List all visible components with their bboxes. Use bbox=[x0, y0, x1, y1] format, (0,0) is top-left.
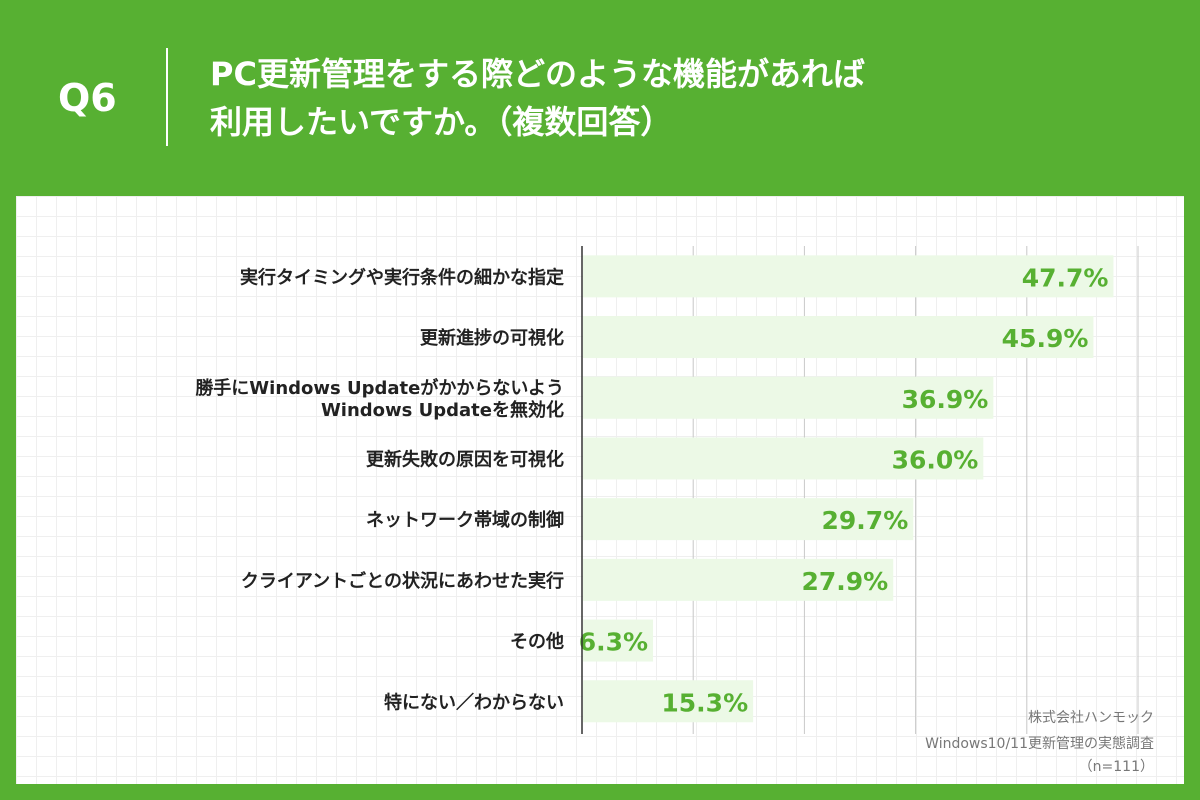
bars bbox=[583, 255, 1114, 723]
category-label: 勝手にWindows Updateがかからないよう bbox=[195, 377, 564, 399]
value-label: 29.7% bbox=[822, 506, 909, 535]
bar bbox=[583, 498, 914, 541]
value-label: 15.3% bbox=[661, 688, 748, 717]
bar bbox=[583, 376, 994, 419]
question-number: Q6 bbox=[58, 76, 117, 120]
bar bbox=[583, 255, 1114, 298]
category-label: ネットワーク帯域の制御 bbox=[366, 509, 564, 531]
category-label: クライアントごとの状況にあわせた実行 bbox=[241, 570, 564, 592]
category-label: 更新進捗の可視化 bbox=[420, 327, 564, 349]
footnote-company: 株式会社ハンモック bbox=[1028, 710, 1154, 726]
value-label: 45.9% bbox=[1002, 324, 1089, 353]
value-label: 6.3% bbox=[579, 628, 648, 657]
question-title-line-1: PC更新管理をする際どのような機能があれば bbox=[210, 55, 865, 93]
header-divider bbox=[166, 48, 168, 146]
category-label: 実行タイミングや実行条件の細かな指定 bbox=[240, 266, 564, 288]
value-label: 36.9% bbox=[902, 385, 989, 414]
header: Q6 PC更新管理をする際どのような機能があれば 利用したいですか。（複数回答） bbox=[0, 0, 1200, 192]
value-label: 47.7% bbox=[1022, 263, 1109, 292]
category-label: Windows Updateを無効化 bbox=[321, 399, 564, 421]
chart-card: 実行タイミングや実行条件の細かな指定更新進捗の可視化勝手にWindows Upd… bbox=[16, 196, 1184, 784]
value-label: 27.9% bbox=[802, 567, 889, 596]
bar bbox=[583, 316, 1094, 359]
question-title: PC更新管理をする際どのような機能があれば 利用したいですか。（複数回答） bbox=[210, 50, 1110, 146]
footnote-sample: （n=111） bbox=[1078, 759, 1154, 775]
bar bbox=[583, 558, 894, 601]
value-label: 36.0% bbox=[892, 445, 979, 474]
footnote-survey: Windows10/11更新管理の実態調査 bbox=[925, 736, 1154, 752]
bar bbox=[583, 619, 654, 662]
category-label: その他 bbox=[510, 631, 564, 653]
value-labels: 47.7% 45.9% 36.9% 36.0% 29.7% 27.9% 6.3% 15.3% bbox=[579, 263, 1109, 717]
bar bbox=[583, 680, 754, 723]
question-title-line-2: 利用したいですか。（複数回答） bbox=[210, 103, 673, 141]
bar bbox=[583, 437, 984, 480]
category-label: 更新失敗の原因を可視化 bbox=[366, 448, 564, 470]
category-label: 特にない／わからない bbox=[384, 691, 564, 713]
